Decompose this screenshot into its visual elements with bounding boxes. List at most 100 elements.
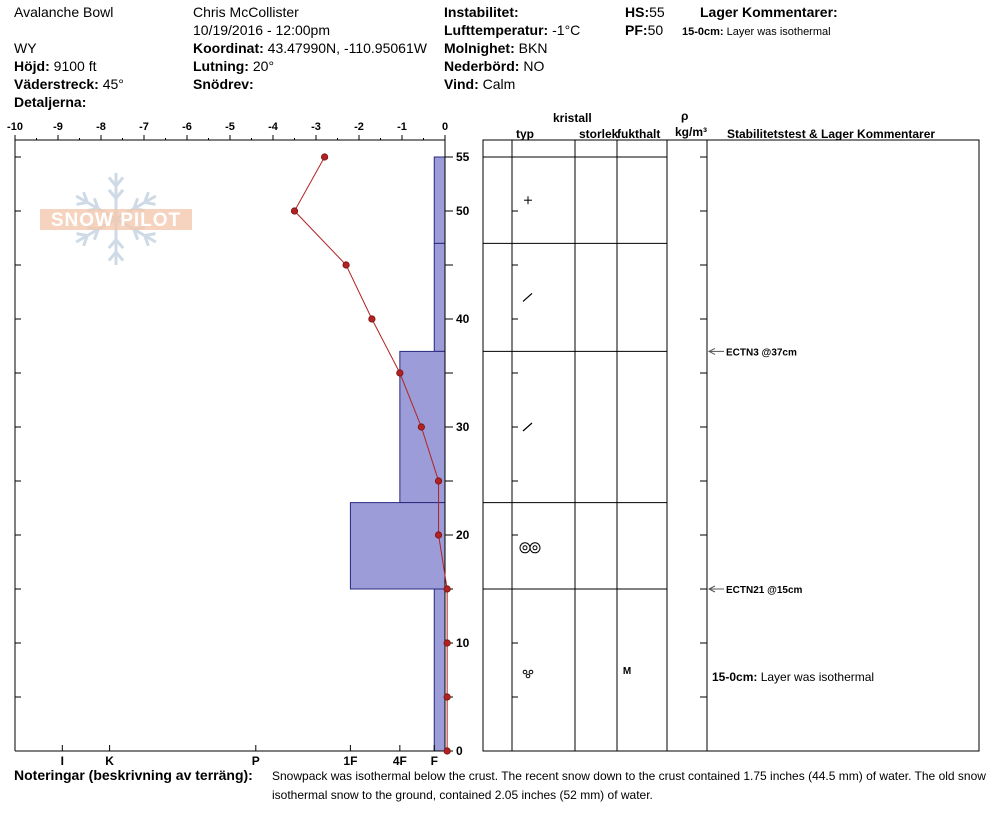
header-layer-comment-range: 15-0cm: bbox=[682, 26, 724, 38]
slope-label: Lutning: bbox=[193, 58, 249, 74]
table-frame bbox=[482, 139, 980, 752]
pf-value: 50 bbox=[647, 22, 664, 38]
x-tick-label: -10 bbox=[7, 121, 23, 133]
moisture-header: fukthalt bbox=[617, 127, 661, 141]
snowflake-branch bbox=[92, 228, 100, 241]
temperature-point bbox=[417, 423, 425, 431]
snowflake-branch bbox=[107, 176, 118, 187]
details-label: Detaljerna: bbox=[14, 94, 87, 110]
snowflake-branch bbox=[132, 228, 140, 241]
size-header: storlek bbox=[579, 127, 619, 141]
location-name: Avalanche Bowl bbox=[14, 4, 114, 20]
instability-label: Instabilitet: bbox=[444, 4, 519, 20]
x-tick-label: -8 bbox=[96, 121, 106, 133]
stability-header: Stabilitetstest & Lager Kommentarer bbox=[727, 127, 936, 141]
snowflake-branch bbox=[92, 197, 100, 210]
snowflake-branch bbox=[76, 232, 88, 238]
observer-name: Chris McCollister bbox=[193, 4, 299, 20]
crystal-header: kristall bbox=[553, 111, 592, 125]
wind-label: Vind: bbox=[444, 76, 479, 92]
aspect-value: 45° bbox=[102, 76, 124, 92]
cloud-label: Molnighet: bbox=[444, 40, 515, 56]
x-tick-label: -9 bbox=[53, 121, 63, 133]
wind-value: Calm bbox=[482, 76, 516, 92]
snowflake-branch bbox=[143, 235, 150, 247]
y-tick-label: 55 bbox=[456, 150, 470, 164]
snowflake-branch bbox=[144, 200, 156, 206]
temperature-point bbox=[443, 639, 451, 647]
temperature-point bbox=[368, 315, 376, 323]
density-unit: kg/m³ bbox=[675, 125, 708, 139]
temperature-point bbox=[396, 369, 404, 377]
precip-value: NO bbox=[523, 58, 545, 74]
temperature-profile bbox=[290, 153, 451, 755]
hs-label: HS: bbox=[625, 4, 650, 20]
aspect-label: Väderstreck: bbox=[14, 76, 99, 92]
hs-row: HS:55 bbox=[625, 4, 665, 20]
layer-table-marks: M ECTN3 @37cm ECTN21 @15cm bbox=[519, 196, 803, 679]
grain-round-icon bbox=[529, 542, 541, 554]
grain-slash-icon bbox=[522, 422, 533, 432]
airtemp-label: Lufttemperatur: bbox=[444, 22, 549, 38]
notes-line-1: Snowpack was isothermal below the crust.… bbox=[272, 769, 986, 783]
elevation-value: 9100 ft bbox=[53, 58, 97, 74]
x-tick-label: -6 bbox=[182, 121, 192, 133]
pf-row: PF:50 bbox=[625, 22, 663, 38]
elevation-label: Höjd: bbox=[14, 58, 50, 74]
snowflake-branch bbox=[143, 191, 150, 203]
notes-label: Noteringar (beskrivning av terräng): bbox=[14, 767, 253, 783]
snowflake-branch bbox=[107, 188, 118, 200]
density-symbol: ρ bbox=[681, 109, 689, 123]
coordinate-value: 43.47990N, -110.95061W bbox=[267, 40, 427, 56]
y-tick-label: 20 bbox=[456, 528, 470, 542]
x-tick-label: -5 bbox=[225, 121, 235, 133]
snowflake-branch bbox=[132, 197, 140, 210]
temperature-point bbox=[434, 477, 443, 485]
hardness-bar-1F bbox=[349, 502, 446, 590]
observation-datetime: 10/19/2016 - 12:00pm bbox=[193, 22, 330, 38]
hardness-bar-F bbox=[433, 242, 446, 352]
hardness-label-K: K bbox=[105, 754, 114, 768]
type-header: typ bbox=[516, 127, 534, 141]
header-layer-comment-text: Layer was isothermal bbox=[726, 26, 831, 38]
temperature-line bbox=[293, 156, 448, 751]
temperature-point bbox=[443, 585, 451, 593]
x-tick-label: -4 bbox=[268, 121, 279, 133]
elevation-row: Höjd: 9100 ft bbox=[14, 58, 96, 74]
snowflake-branch bbox=[114, 188, 125, 200]
x-tick-label: -7 bbox=[139, 121, 149, 133]
grain-round-icon bbox=[519, 542, 531, 554]
x-tick-label: -2 bbox=[354, 121, 364, 133]
hardness-label-P: P bbox=[252, 754, 260, 768]
hardness-label-F: F bbox=[431, 754, 438, 768]
table-layer-comment-range: 15-0cm: bbox=[712, 670, 758, 684]
pf-label: PF: bbox=[625, 22, 648, 38]
y-tick-label: 40 bbox=[456, 312, 470, 326]
stability-test-label: ECTN3 @37cm bbox=[726, 347, 797, 358]
hardness-label-I: I bbox=[61, 754, 64, 768]
snowflake-branch bbox=[82, 235, 89, 247]
snowflake-branch bbox=[144, 232, 156, 238]
notes-line-2: isothermal snow to the ground, contained… bbox=[272, 788, 653, 802]
layer-comments-label: Lager Kommentarer: bbox=[700, 4, 838, 20]
table-layer-comment-text: Layer was isothermal bbox=[760, 670, 875, 684]
hs-value: 55 bbox=[649, 4, 665, 20]
state: WY bbox=[14, 40, 37, 56]
snowflake-branch bbox=[114, 176, 125, 187]
x-tick-label: -1 bbox=[397, 121, 407, 133]
temperature-point bbox=[290, 207, 299, 215]
grain-wet-icon bbox=[528, 669, 534, 675]
slope-value: 20° bbox=[252, 58, 275, 74]
y-tick-label: 30 bbox=[456, 420, 470, 434]
temperature-point bbox=[443, 693, 451, 701]
precip-row: Nederbörd: NO bbox=[444, 58, 544, 74]
drift-label: Snödrev: bbox=[193, 76, 254, 92]
snowflake-branch bbox=[82, 191, 89, 203]
x-tick-label: -3 bbox=[311, 121, 321, 133]
coordinate-label: Koordinat: bbox=[193, 40, 264, 56]
airtemp-value: -1°C bbox=[552, 22, 581, 38]
cloud-row: Molnighet: BKN bbox=[444, 40, 547, 56]
snowflake-branch bbox=[107, 251, 118, 262]
